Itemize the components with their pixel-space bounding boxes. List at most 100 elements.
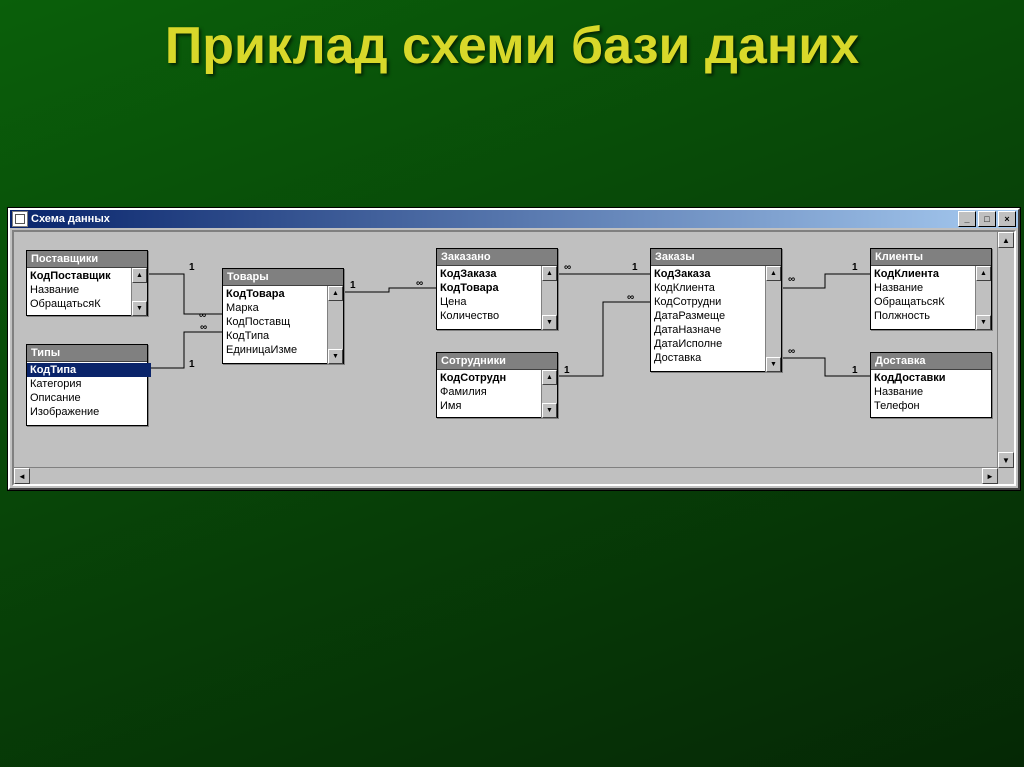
field-row[interactable]: Изображение [27, 405, 151, 419]
field-row[interactable]: КодТипа [27, 363, 151, 377]
list-scroll-down[interactable]: ▼ [542, 315, 557, 330]
scroll-left-button[interactable]: ◄ [14, 468, 30, 484]
list-scroll-up[interactable]: ▲ [766, 266, 781, 281]
horizontal-scrollbar[interactable]: ◄ ► [14, 467, 998, 484]
field-row[interactable]: КодКлиента [871, 267, 980, 281]
field-row[interactable]: КодПоставщ [223, 315, 332, 329]
field-row[interactable]: КодТовара [223, 287, 332, 301]
relation-cardinality: 1 [189, 359, 195, 370]
table-body: КодЗаказаКодТовараЦенаКоличество▲▼ [437, 266, 557, 330]
table-body: КодДоставкиНазваниеТелефон [871, 370, 991, 418]
field-row[interactable]: Описание [27, 391, 151, 405]
list-scroll-up[interactable]: ▲ [542, 370, 557, 385]
field-row[interactable]: КодПоставщик [27, 269, 136, 283]
field-row[interactable]: КодЗаказа [651, 267, 770, 281]
table-body: КодПоставщикНазваниеОбращатьсяК▲▼ [27, 268, 147, 316]
schema-canvas[interactable]: ПоставщикиКодПоставщикНазваниеОбращаться… [14, 232, 998, 468]
field-row[interactable]: КодСотрудн [437, 371, 546, 385]
list-scroll-up[interactable]: ▲ [542, 266, 557, 281]
field-row[interactable]: ДатаРазмеще [651, 309, 770, 323]
table-products[interactable]: ТоварыКодТовараМаркаКодПоставщКодТипаЕди… [222, 268, 344, 364]
window-titlebar[interactable]: Схема данных _ □ × [10, 210, 1018, 228]
relation-cardinality: ∞ [416, 278, 423, 289]
field-row[interactable]: Название [871, 385, 995, 399]
field-row[interactable]: Количество [437, 309, 546, 323]
field-row[interactable]: КодКлиента [651, 281, 770, 295]
relation-cardinality: 1 [189, 262, 195, 273]
table-employees[interactable]: СотрудникиКодСотруднФамилияИмя▲▼ [436, 352, 558, 418]
table-header[interactable]: Сотрудники [437, 353, 557, 370]
list-scroll-up[interactable]: ▲ [328, 286, 343, 301]
table-ordered[interactable]: ЗаказаноКодЗаказаКодТовараЦенаКоличество… [436, 248, 558, 330]
close-button[interactable]: × [998, 211, 1016, 227]
list-scrollbar[interactable]: ▲▼ [327, 286, 343, 364]
table-body: КодТовараМаркаКодПоставщКодТипаЕдиницаИз… [223, 286, 343, 364]
field-row[interactable]: ОбращатьсяК [27, 297, 136, 311]
table-body: КодСотруднФамилияИмя▲▼ [437, 370, 557, 418]
table-clients[interactable]: КлиентыКодКлиентаНазваниеОбращатьсяКПолж… [870, 248, 992, 330]
table-header[interactable]: Заказано [437, 249, 557, 266]
relation-cardinality: ∞ [788, 274, 795, 285]
relation-cardinality: 1 [350, 280, 356, 291]
relation-cardinality: 1 [852, 262, 858, 273]
field-row[interactable]: КодДоставки [871, 371, 995, 385]
scroll-up-button[interactable]: ▲ [998, 232, 1014, 248]
window-title: Схема данных [31, 213, 110, 225]
list-scrollbar[interactable]: ▲▼ [541, 266, 557, 330]
field-row[interactable]: Название [27, 283, 136, 297]
scroll-down-button[interactable]: ▼ [998, 452, 1014, 468]
list-scrollbar[interactable]: ▲▼ [541, 370, 557, 418]
table-body: КодТипаКатегорияОписаниеИзображение [27, 362, 147, 426]
field-row[interactable]: КодТипа [223, 329, 332, 343]
table-header[interactable]: Доставка [871, 353, 991, 370]
relation-cardinality: ∞ [788, 346, 795, 357]
relation-cardinality: ∞ [564, 262, 571, 273]
table-header[interactable]: Типы [27, 345, 147, 362]
relation-cardinality: ∞ [200, 322, 207, 333]
field-row[interactable]: Полжность [871, 309, 980, 323]
table-types[interactable]: ТипыКодТипаКатегорияОписаниеИзображение [26, 344, 148, 426]
relation-cardinality: ∞ [199, 310, 206, 321]
field-row[interactable]: ДатаНазначе [651, 323, 770, 337]
table-header[interactable]: Товары [223, 269, 343, 286]
list-scrollbar[interactable]: ▲▼ [131, 268, 147, 316]
list-scroll-up[interactable]: ▲ [132, 268, 147, 283]
list-scrollbar[interactable]: ▲▼ [975, 266, 991, 330]
field-row[interactable]: КодСотрудни [651, 295, 770, 309]
scroll-right-button[interactable]: ► [982, 468, 998, 484]
field-row[interactable]: Фамилия [437, 385, 546, 399]
table-orders[interactable]: ЗаказыКодЗаказаКодКлиентаКодСотрудниДата… [650, 248, 782, 372]
table-delivery[interactable]: ДоставкаКодДоставкиНазваниеТелефон [870, 352, 992, 418]
list-scroll-down[interactable]: ▼ [976, 315, 991, 330]
relation-cardinality: 1 [852, 365, 858, 376]
field-row[interactable]: Название [871, 281, 980, 295]
table-suppliers[interactable]: ПоставщикиКодПоставщикНазваниеОбращаться… [26, 250, 148, 316]
relation-cardinality: ∞ [627, 292, 634, 303]
field-row[interactable]: ЕдиницаИзме [223, 343, 332, 357]
table-body: КодЗаказаКодКлиентаКодСотрудниДатаРазмещ… [651, 266, 781, 372]
table-body: КодКлиентаНазваниеОбращатьсяКПолжность▲▼ [871, 266, 991, 330]
maximize-button[interactable]: □ [978, 211, 996, 227]
table-header[interactable]: Заказы [651, 249, 781, 266]
field-row[interactable]: КодЗаказа [437, 267, 546, 281]
field-row[interactable]: Имя [437, 399, 546, 413]
field-row[interactable]: Телефон [871, 399, 995, 413]
field-row[interactable]: ОбращатьсяК [871, 295, 980, 309]
table-header[interactable]: Клиенты [871, 249, 991, 266]
minimize-button[interactable]: _ [958, 211, 976, 227]
list-scroll-down[interactable]: ▼ [766, 357, 781, 372]
table-header[interactable]: Поставщики [27, 251, 147, 268]
list-scroll-up[interactable]: ▲ [976, 266, 991, 281]
list-scroll-down[interactable]: ▼ [132, 301, 147, 316]
window-client: ПоставщикиКодПоставщикНазваниеОбращаться… [12, 230, 1016, 486]
field-row[interactable]: Категория [27, 377, 151, 391]
list-scroll-down[interactable]: ▼ [542, 403, 557, 418]
field-row[interactable]: ДатаИсполне [651, 337, 770, 351]
field-row[interactable]: Марка [223, 301, 332, 315]
field-row[interactable]: Цена [437, 295, 546, 309]
vertical-scrollbar[interactable]: ▲ ▼ [997, 232, 1014, 468]
field-row[interactable]: КодТовара [437, 281, 546, 295]
list-scroll-down[interactable]: ▼ [328, 349, 343, 364]
list-scrollbar[interactable]: ▲▼ [765, 266, 781, 372]
field-row[interactable]: Доставка [651, 351, 770, 365]
